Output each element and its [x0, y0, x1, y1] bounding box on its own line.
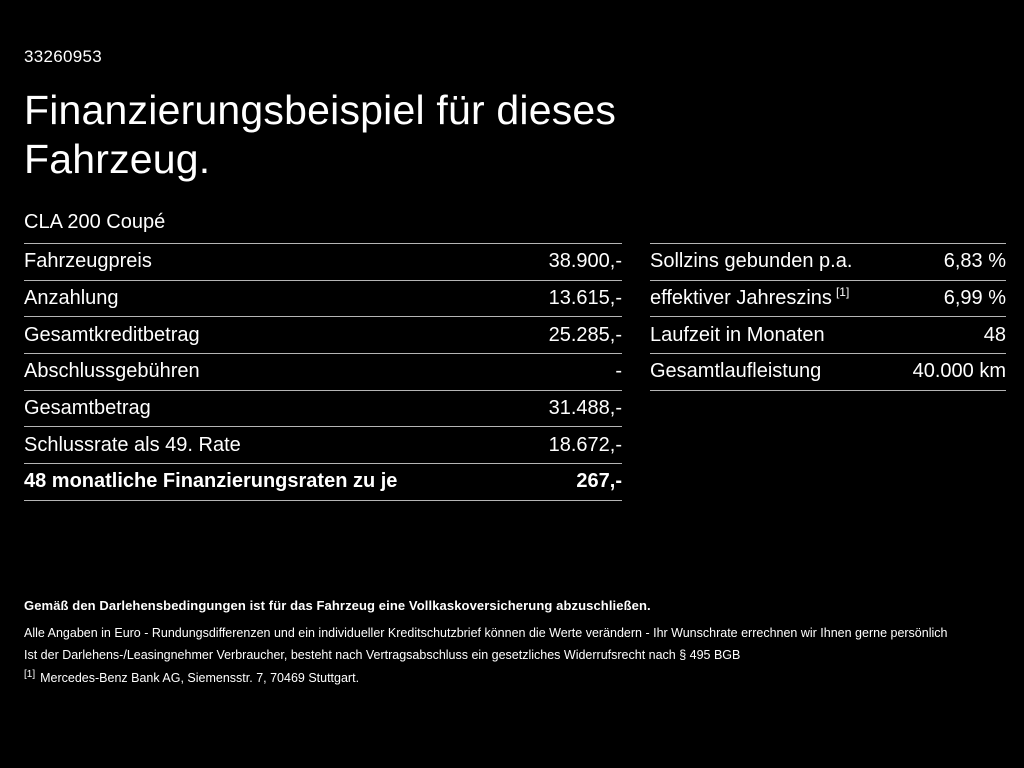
insurance-note: Gemäß den Darlehensbedingungen ist für d…: [24, 598, 651, 613]
row-label: Gesamtlaufleistung: [650, 360, 822, 383]
row-label: Abschlussgebühren: [24, 360, 200, 383]
row-label: Anzahlung: [24, 287, 119, 310]
table-row: effektiver Jahreszins [1] 6,99 %: [650, 279, 1006, 317]
row-label: Sollzins gebunden p.a.: [650, 250, 853, 273]
document-id: 33260953: [24, 47, 103, 66]
row-value: 40.000 km: [912, 360, 1006, 383]
table-row: Gesamtkreditbetrag 25.285,-: [24, 316, 622, 353]
footnote-text: Mercedes-Benz Bank AG, Siemensstr. 7, 70…: [40, 671, 360, 685]
row-value: 38.900,-: [548, 250, 622, 273]
row-label: Fahrzeugpreis: [24, 250, 152, 273]
table-row: Laufzeit in Monaten 48: [650, 316, 1006, 353]
table-row: Gesamtlaufleistung 40.000 km: [650, 353, 1006, 390]
table-row: Gesamtbetrag 31.488,-: [24, 389, 622, 427]
row-label: Gesamtkreditbetrag: [24, 323, 200, 346]
page-title-line1: Finanzierungsbeispiel für dieses: [24, 87, 617, 133]
page-title: Finanzierungsbeispiel für dieses Fahrzeug…: [24, 86, 616, 184]
row-value: -: [615, 360, 622, 383]
table-row: Fahrzeugpreis 38.900,-: [24, 243, 622, 280]
disclaimer-note-1: Alle Angaben in Euro - Rundungsdifferenz…: [24, 626, 948, 640]
conditions-table: Sollzins gebunden p.a. 6,83 % effektiver…: [650, 243, 1006, 391]
table-row-monthly-rate: 48 monatliche Finanzierungsraten zu je 2…: [24, 463, 622, 500]
table-row: Sollzins gebunden p.a. 6,83 %: [650, 243, 1006, 280]
row-value: 13.615,-: [548, 287, 622, 310]
page-title-line2: Fahrzeug.: [24, 136, 211, 182]
row-value: 48: [983, 323, 1006, 346]
row-value: 6,99 %: [943, 287, 1006, 310]
row-label: Gesamtbetrag: [24, 397, 151, 420]
footnote-marker: [1]: [835, 285, 850, 300]
table-row: Abschlussgebühren -: [24, 353, 622, 390]
row-value: 31.488,-: [548, 397, 622, 420]
row-label: Schlussrate als 49. Rate: [24, 433, 241, 456]
table-row: Schlussrate als 49. Rate 18.672,-: [24, 426, 622, 463]
row-label: effektiver Jahreszins [1]: [650, 285, 850, 310]
footnote-ref: [1]: [24, 668, 36, 680]
row-label: Laufzeit in Monaten: [650, 323, 825, 346]
table-row: Anzahlung 13.615,-: [24, 279, 622, 317]
row-value: 18.672,-: [548, 433, 622, 456]
row-value: 6,83 %: [943, 250, 1006, 273]
vehicle-model: CLA 200 Coupé: [24, 211, 166, 233]
row-label: 48 monatliche Finanzierungsraten zu je: [24, 470, 398, 493]
row-value: 25.285,-: [548, 323, 622, 346]
row-value: 267,-: [576, 470, 622, 493]
finance-table: Fahrzeugpreis 38.900,- Anzahlung 13.615,…: [24, 243, 622, 501]
row-label-text: effektiver Jahreszins: [650, 287, 832, 310]
disclaimer-note-2: Ist der Darlehens-/Leasingnehmer Verbrau…: [24, 648, 741, 662]
bank-footnote: [1] Mercedes-Benz Bank AG, Siemensstr. 7,…: [24, 668, 360, 685]
